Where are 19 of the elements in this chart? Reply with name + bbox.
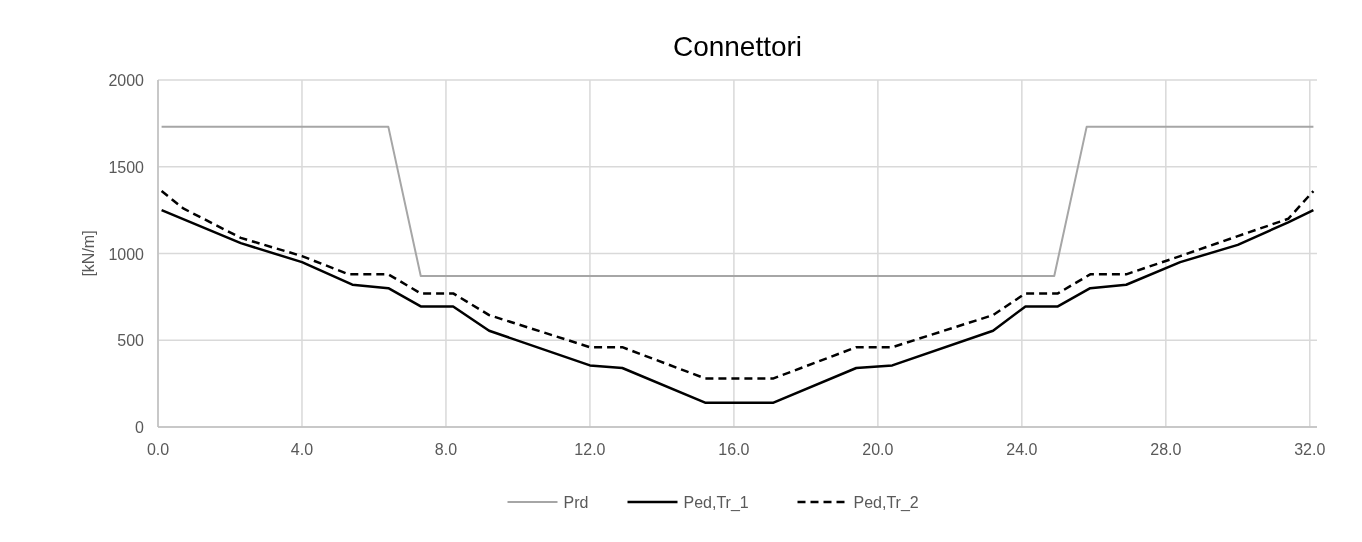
x-tick-label: 8.0	[434, 441, 458, 458]
x-tick-label: 28.0	[1150, 441, 1182, 458]
y-tick-label: 0	[135, 419, 145, 436]
x-tick-label: 0.0	[146, 441, 170, 458]
chart-title: Connettori	[672, 31, 803, 62]
y-tick-label: 1000	[108, 245, 145, 263]
y-tick-label: 500	[117, 332, 145, 350]
x-tick-label: 20.0	[862, 441, 894, 458]
x-tick-label: 4.0	[290, 441, 314, 458]
x-tick-label: 12.0	[574, 441, 606, 458]
x-tick-label: 32.0	[1294, 441, 1326, 458]
y-tick-label: 1500	[108, 158, 145, 176]
y-axis-title: [kN/m]	[80, 230, 97, 277]
x-tick-label: 16.0	[718, 441, 750, 458]
y-tick-label: 2000	[108, 72, 145, 89]
x-tick-label: 24.0	[1006, 441, 1038, 458]
legend-label: Prd	[563, 494, 589, 511]
legend-label: Ped,Tr_1	[683, 494, 749, 512]
legend-label: Ped,Tr_2	[853, 494, 919, 512]
